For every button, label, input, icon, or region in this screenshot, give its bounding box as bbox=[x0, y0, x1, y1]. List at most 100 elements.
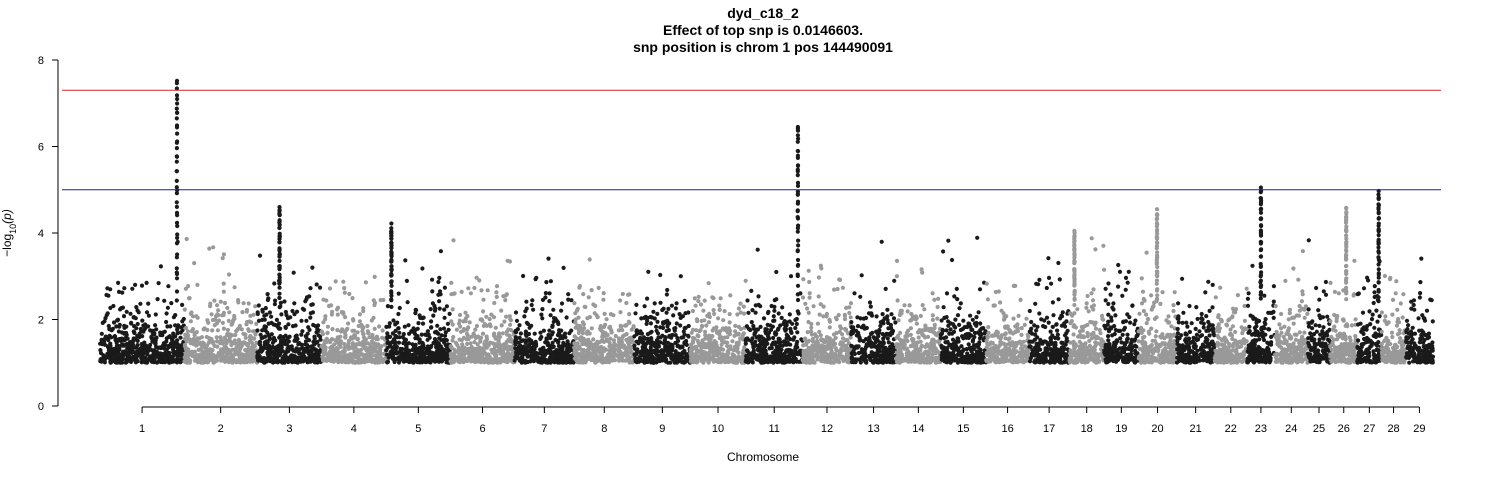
snp-point bbox=[560, 347, 565, 352]
snp-point bbox=[438, 249, 443, 254]
snp-point bbox=[361, 309, 366, 314]
snp-point bbox=[651, 340, 657, 346]
snp-point bbox=[441, 326, 447, 331]
snp-point bbox=[230, 321, 235, 326]
snp-point bbox=[649, 359, 655, 365]
snp-point bbox=[259, 348, 264, 353]
snp-point bbox=[341, 279, 346, 284]
snp-point bbox=[220, 256, 225, 261]
snp-point bbox=[153, 323, 158, 328]
snp-point bbox=[243, 335, 248, 340]
snp-point bbox=[493, 352, 498, 357]
snp-point bbox=[357, 359, 362, 364]
snp-point bbox=[564, 315, 569, 320]
snp-point bbox=[255, 311, 260, 317]
snp-point bbox=[98, 357, 103, 362]
snp-point bbox=[889, 360, 894, 365]
snp-point bbox=[239, 358, 244, 363]
snp-point bbox=[354, 342, 359, 347]
snp-point bbox=[164, 311, 169, 316]
snp-point bbox=[575, 306, 580, 311]
snp-point bbox=[589, 288, 594, 293]
snp-point bbox=[178, 330, 183, 335]
snp-point bbox=[641, 342, 646, 347]
snp-point bbox=[377, 351, 382, 356]
snp-point bbox=[658, 272, 663, 278]
snp-point bbox=[156, 345, 161, 350]
snp-point bbox=[190, 314, 196, 319]
snp-point bbox=[166, 352, 171, 358]
snp-point bbox=[110, 326, 115, 331]
snp-point bbox=[172, 344, 177, 349]
snp-point bbox=[843, 328, 849, 333]
snp-point bbox=[225, 305, 230, 311]
snp-point bbox=[118, 338, 123, 343]
snp-point bbox=[421, 343, 426, 348]
snp-point bbox=[645, 296, 650, 301]
snp-point bbox=[428, 355, 433, 360]
snp-point bbox=[843, 357, 848, 363]
snp-point bbox=[393, 335, 398, 340]
snp-point bbox=[881, 348, 886, 353]
snp-point bbox=[813, 332, 818, 337]
snp-point bbox=[321, 342, 327, 347]
snp-point bbox=[253, 332, 258, 337]
snp-point bbox=[432, 303, 437, 309]
snp-point bbox=[553, 358, 559, 363]
snp-point bbox=[650, 348, 655, 353]
snp-point bbox=[711, 308, 716, 313]
snp-point bbox=[434, 349, 439, 354]
snp-point bbox=[618, 323, 623, 328]
snp-point bbox=[838, 351, 843, 356]
snp-point bbox=[665, 324, 670, 329]
snp-point bbox=[443, 330, 448, 335]
snp-point bbox=[771, 335, 776, 341]
snp-point bbox=[457, 312, 463, 318]
snp-point bbox=[219, 338, 224, 343]
snp-point bbox=[700, 324, 705, 329]
snp-point bbox=[134, 305, 139, 310]
snp-point bbox=[540, 307, 545, 312]
snp-point bbox=[256, 353, 261, 358]
snp-point bbox=[108, 343, 113, 348]
snp-point bbox=[743, 278, 748, 283]
snp-point bbox=[533, 352, 539, 357]
snp-point bbox=[801, 351, 806, 356]
snp-point bbox=[357, 319, 362, 324]
snp-point bbox=[864, 360, 869, 365]
snp-point bbox=[574, 358, 579, 363]
snp-point bbox=[270, 340, 275, 345]
snp-point bbox=[207, 350, 213, 355]
snp-point bbox=[595, 357, 600, 362]
snp-point bbox=[757, 356, 762, 361]
snp-point bbox=[487, 322, 492, 327]
snp-point bbox=[833, 351, 838, 356]
snp-point bbox=[328, 345, 333, 350]
snp-point bbox=[454, 355, 459, 360]
snp-point bbox=[175, 331, 180, 336]
snp-point bbox=[581, 292, 586, 297]
snp-point bbox=[494, 284, 500, 289]
snp-point bbox=[502, 319, 507, 324]
snp-point bbox=[475, 342, 480, 347]
snp-point bbox=[346, 341, 351, 346]
snp-point bbox=[297, 341, 302, 346]
snp-point bbox=[377, 324, 382, 329]
snp-point bbox=[574, 354, 579, 359]
snp-point bbox=[396, 291, 401, 296]
snp-point bbox=[320, 331, 326, 337]
snp-point bbox=[497, 357, 502, 362]
snp-point bbox=[863, 315, 869, 321]
snp-point bbox=[277, 305, 282, 310]
snp-point bbox=[886, 326, 891, 331]
snp-point bbox=[117, 324, 122, 329]
snp-point bbox=[450, 322, 455, 327]
snp-point bbox=[220, 313, 225, 318]
snp-point bbox=[250, 351, 255, 356]
snp-point bbox=[833, 346, 838, 351]
snp-point bbox=[514, 330, 519, 335]
snp-point bbox=[262, 317, 267, 322]
snp-point bbox=[547, 291, 552, 296]
snp-point bbox=[749, 320, 754, 325]
snp-point bbox=[425, 344, 430, 349]
